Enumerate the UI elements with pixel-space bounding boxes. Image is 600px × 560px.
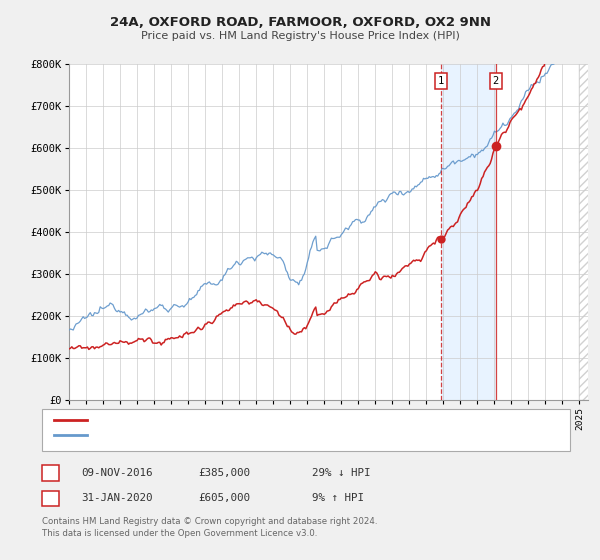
Text: 1: 1 xyxy=(438,76,444,86)
Text: 29% ↓ HPI: 29% ↓ HPI xyxy=(312,468,371,478)
Text: HPI: Average price, detached house, Vale of White Horse: HPI: Average price, detached house, Vale… xyxy=(91,431,421,440)
Text: Contains HM Land Registry data © Crown copyright and database right 2024.
This d: Contains HM Land Registry data © Crown c… xyxy=(42,517,377,538)
Text: 24A, OXFORD ROAD, FARMOOR, OXFORD, OX2 9NN: 24A, OXFORD ROAD, FARMOOR, OXFORD, OX2 9… xyxy=(110,16,491,29)
Text: £605,000: £605,000 xyxy=(198,493,250,503)
Text: 2: 2 xyxy=(47,493,54,503)
Text: 2: 2 xyxy=(493,76,499,86)
Bar xyxy=(580,64,600,400)
Text: £385,000: £385,000 xyxy=(198,468,250,478)
Text: 1: 1 xyxy=(47,468,54,478)
Text: Price paid vs. HM Land Registry's House Price Index (HPI): Price paid vs. HM Land Registry's House … xyxy=(140,31,460,41)
Text: 9% ↑ HPI: 9% ↑ HPI xyxy=(312,493,364,503)
Text: 09-NOV-2016: 09-NOV-2016 xyxy=(81,468,152,478)
Text: 31-JAN-2020: 31-JAN-2020 xyxy=(81,493,152,503)
Bar xyxy=(441,64,496,400)
Text: 24A, OXFORD ROAD, FARMOOR, OXFORD, OX2 9NN (detached house): 24A, OXFORD ROAD, FARMOOR, OXFORD, OX2 9… xyxy=(91,415,445,424)
